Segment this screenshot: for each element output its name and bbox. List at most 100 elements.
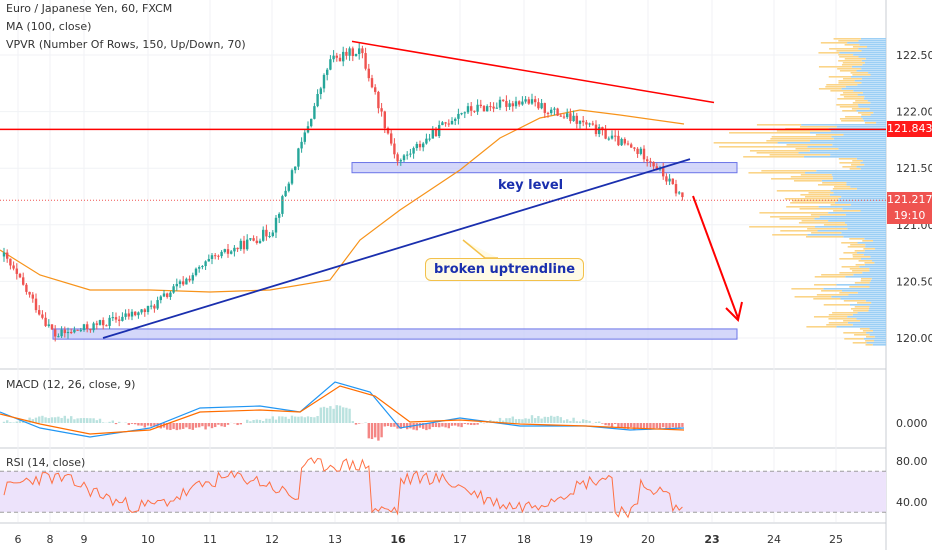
vp-down-bar bbox=[839, 118, 863, 120]
time-tick: 17 bbox=[453, 533, 467, 546]
vp-down-bar bbox=[843, 300, 866, 302]
candle-body bbox=[668, 178, 671, 182]
vp-up-bar bbox=[869, 306, 886, 308]
vp-up-bar bbox=[864, 164, 886, 166]
macd-histogram-bar bbox=[543, 416, 546, 423]
macd-histogram-bar bbox=[185, 423, 188, 428]
grid-lines bbox=[0, 0, 886, 522]
macd-histogram-bar bbox=[313, 417, 316, 423]
candle-body bbox=[418, 143, 422, 148]
macd-histogram-bar bbox=[406, 423, 409, 430]
candle-body bbox=[572, 115, 575, 122]
vp-down-bar bbox=[825, 86, 846, 88]
vp-up-bar bbox=[856, 158, 886, 160]
time-axis: 6 8 9 10 11 12 13 16 17 18 19 20 23 24 25 bbox=[15, 533, 844, 546]
vp-up-bar bbox=[816, 170, 886, 172]
macd-histogram-bar bbox=[134, 423, 137, 425]
macd-histogram-bar bbox=[454, 423, 457, 426]
macd-histogram-bar bbox=[271, 416, 274, 423]
candle-body bbox=[428, 138, 431, 140]
candle-body bbox=[220, 251, 223, 257]
broken-uptrendline-callout: broken uptrendline bbox=[425, 258, 585, 281]
vp-up-bar bbox=[830, 154, 886, 156]
vp-up-bar bbox=[863, 254, 886, 256]
macd-signal-line bbox=[0, 385, 685, 435]
macd-histogram-bar bbox=[530, 415, 534, 423]
vp-up-bar bbox=[847, 316, 886, 318]
candle-body bbox=[310, 118, 313, 127]
vp-up-bar bbox=[837, 200, 886, 202]
vp-down-bar bbox=[798, 222, 845, 224]
macd-histogram-bar bbox=[34, 417, 38, 423]
candle-body bbox=[239, 240, 242, 250]
vp-up-bar bbox=[830, 190, 886, 192]
projection-arrow bbox=[692, 195, 739, 319]
macd-histogram-bar bbox=[166, 423, 169, 430]
candle-body bbox=[514, 101, 518, 107]
macd-tick: 0.000 bbox=[896, 417, 928, 430]
vp-down-bar bbox=[817, 184, 847, 186]
macd-histogram-bar bbox=[60, 417, 63, 423]
candle-body bbox=[550, 109, 553, 114]
vp-down-bar bbox=[759, 212, 829, 214]
vp-down-bar bbox=[729, 132, 811, 134]
vp-down-bar bbox=[842, 166, 857, 168]
vp-up-bar bbox=[833, 192, 886, 194]
vp-up-bar bbox=[850, 76, 886, 78]
zones bbox=[52, 162, 738, 340]
vp-down-bar bbox=[816, 294, 849, 296]
vp-up-bar bbox=[864, 250, 886, 252]
vp-down-bar bbox=[818, 66, 852, 68]
vp-up-bar bbox=[832, 176, 886, 178]
candle-body bbox=[633, 147, 636, 149]
vp-up-bar bbox=[859, 266, 886, 268]
macd-histogram-bar bbox=[604, 423, 607, 426]
vp-up-bar bbox=[853, 274, 886, 276]
vp-down-bar bbox=[756, 152, 799, 154]
macd-histogram-bar bbox=[658, 423, 662, 430]
vp-up-bar bbox=[856, 110, 886, 112]
candle-body bbox=[162, 293, 166, 297]
legend-vpvr: VPVR (Number Of Rows, 150, Up/Down, 70) bbox=[6, 38, 246, 51]
time-tick: 12 bbox=[265, 533, 279, 546]
macd-histogram-bar bbox=[281, 416, 284, 423]
candle-body bbox=[172, 286, 175, 293]
macd-histogram-bar bbox=[252, 420, 255, 423]
macd-histogram-bar bbox=[623, 423, 626, 429]
candle-body bbox=[140, 309, 143, 313]
candle-body bbox=[630, 144, 633, 148]
macd-histogram-bar bbox=[118, 421, 121, 423]
candle-body bbox=[454, 118, 457, 121]
candle-body bbox=[194, 268, 198, 276]
vp-up-bar bbox=[870, 74, 886, 76]
vp-up-bar bbox=[861, 78, 886, 80]
candle-body bbox=[354, 54, 358, 57]
vp-down-bar bbox=[852, 46, 868, 48]
macd-histogram-bar bbox=[98, 418, 102, 423]
vp-down-bar bbox=[854, 306, 870, 308]
vp-up-bar bbox=[841, 88, 886, 90]
macd-histogram-bar bbox=[402, 423, 406, 428]
vp-up-bar bbox=[857, 312, 886, 314]
legend-ma: MA (100, close) bbox=[6, 20, 92, 33]
candle-body bbox=[646, 159, 649, 162]
bar-countdown-tag: 19:10 bbox=[887, 208, 932, 224]
macd-histogram-bar bbox=[322, 406, 326, 423]
vp-down-bar bbox=[806, 326, 837, 328]
macd-histogram-bar bbox=[438, 423, 441, 428]
vp-up-bar bbox=[819, 216, 886, 218]
candle-body bbox=[159, 296, 162, 301]
macd-histogram-bar bbox=[319, 407, 322, 423]
candle-body bbox=[60, 329, 63, 337]
candle-body bbox=[41, 314, 44, 318]
candle-body bbox=[127, 313, 130, 317]
macd-histogram-bar bbox=[450, 423, 454, 426]
vp-down-bar bbox=[828, 76, 851, 78]
macd-histogram-bar bbox=[223, 423, 226, 427]
candle-body bbox=[124, 313, 127, 317]
vp-up-bar bbox=[809, 150, 886, 152]
vp-up-bar bbox=[864, 98, 886, 100]
vp-up-bar bbox=[872, 344, 886, 346]
vp-up-bar bbox=[874, 340, 886, 342]
